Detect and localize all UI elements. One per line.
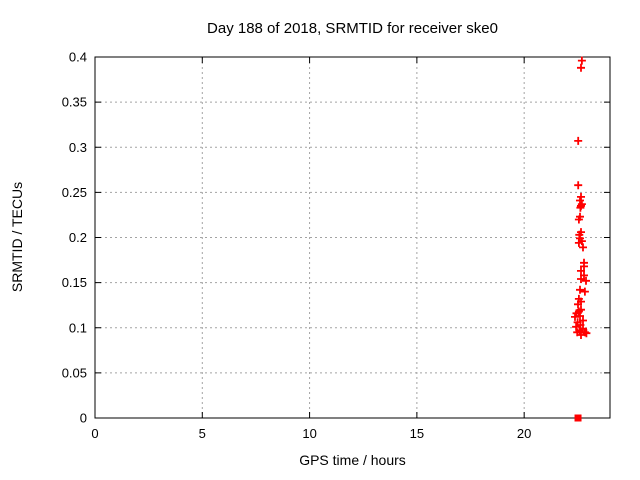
x-tick-label: 5: [199, 426, 206, 441]
y-tick-label: 0.3: [69, 140, 87, 155]
data-point-markers-srmtid: [571, 56, 591, 339]
data-point-marker-zero-flag: [574, 414, 582, 422]
y-tick-label: 0.15: [62, 275, 87, 290]
y-tick-label: 0.1: [69, 320, 87, 335]
x-tick-label: 0: [91, 426, 98, 441]
x-tick-label: 20: [517, 426, 531, 441]
x-axis-label: GPS time / hours: [299, 452, 406, 468]
y-tick-label: 0.35: [62, 95, 87, 110]
y-tick-label: 0.05: [62, 365, 87, 380]
x-tick-label: 15: [410, 426, 424, 441]
y-tick-label: 0.4: [69, 50, 87, 65]
y-tick-label: 0.25: [62, 185, 87, 200]
y-tick-label: 0: [80, 411, 87, 426]
x-tick-label: 10: [302, 426, 316, 441]
plot-border: [94, 56, 611, 419]
y-tick-label: 0.2: [69, 230, 87, 245]
chart-title: Day 188 of 2018, SRMTID for receiver ske…: [207, 20, 498, 37]
